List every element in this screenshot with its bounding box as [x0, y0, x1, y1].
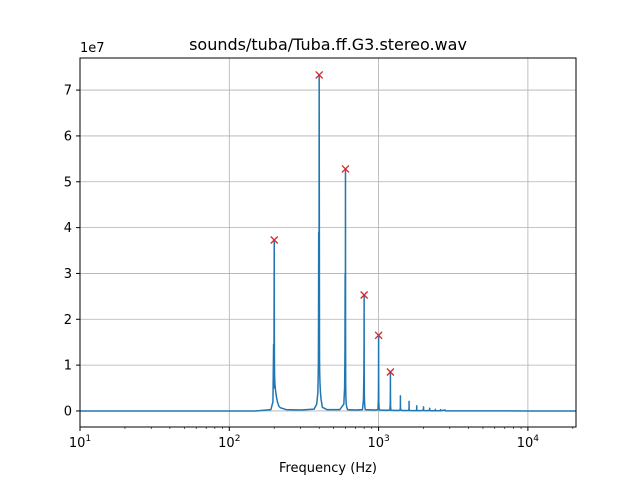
grid-layer [79, 58, 576, 427]
y-tick-label: 4 [64, 221, 72, 236]
x-tick-label: 104 [517, 434, 540, 451]
x-tick-label: 103 [367, 434, 389, 451]
y-tick-label: 3 [64, 267, 72, 282]
peak-markers [270, 71, 395, 376]
peak-marker [374, 331, 383, 340]
peak-marker [270, 236, 279, 244]
y-tick-label: 6 [64, 129, 72, 144]
y-tick-label: 1 [64, 359, 72, 374]
chart-title: sounds/tuba/Tuba.ff.G3.stereo.wav [189, 35, 467, 54]
plot-frame [79, 57, 577, 428]
x-tick-label: 102 [218, 434, 240, 451]
y-offset-label: 1e7 [80, 41, 105, 56]
peak-marker [360, 291, 369, 299]
tick-layer: 101 102 103 104 0 1 2 3 4 5 6 7 [64, 84, 574, 451]
y-tick-label: 5 [64, 175, 72, 190]
peak-marker [315, 71, 324, 79]
peak-marker [386, 368, 395, 376]
y-tick-label: 0 [64, 404, 72, 419]
x-axis-label: Frequency (Hz) [279, 461, 377, 476]
y-tick-label: 2 [64, 313, 72, 328]
x-tick-label: 101 [69, 434, 91, 451]
peak-marker [341, 164, 350, 173]
y-tick-label: 7 [64, 84, 72, 99]
